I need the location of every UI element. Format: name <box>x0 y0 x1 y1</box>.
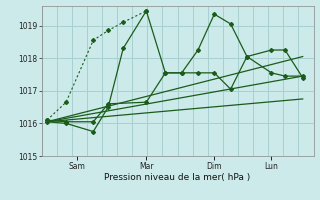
X-axis label: Pression niveau de la mer( hPa ): Pression niveau de la mer( hPa ) <box>104 173 251 182</box>
